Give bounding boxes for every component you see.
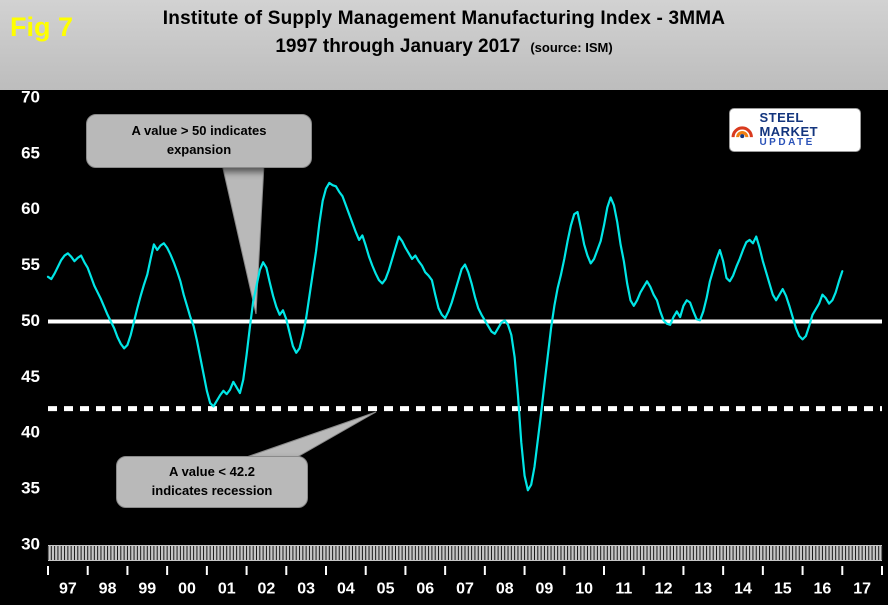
logo-text: STEEL MARKET UPDATE: [759, 111, 860, 149]
header-band: Fig 7 Institute of Supply Management Man…: [0, 0, 888, 90]
x-axis-label: 14: [734, 580, 752, 597]
y-axis-label: 30: [21, 534, 40, 553]
y-axis-label: 65: [21, 143, 40, 162]
figure-label: Fig 7: [10, 12, 74, 42]
ism-index-line: [46, 181, 844, 492]
x-axis-label: 04: [337, 580, 355, 597]
x-axis-label: 01: [218, 580, 236, 597]
x-axis-label: 12: [655, 580, 673, 597]
chart-subtitle: 1997 through January 2017 (source: ISM): [0, 36, 888, 58]
callout-recession-line1: A value < 42.2: [169, 464, 255, 480]
x-axis-label: 97: [59, 580, 77, 597]
x-axis-label: 98: [99, 580, 117, 597]
y-axis-label: 50: [21, 311, 40, 330]
x-axis-label: 02: [258, 580, 276, 597]
y-axis-label: 40: [21, 423, 40, 442]
y-axis-label: 55: [21, 255, 40, 274]
chart-svg: 70 65 60 55 50 45 40 35 30 97 98 99 00 01 02 03 04 05 06 07…: [21, 90, 883, 597]
y-axis-label: 60: [21, 199, 40, 218]
x-axis-label: 09: [536, 580, 554, 597]
source-label: (source: ISM): [530, 40, 613, 55]
callout-expansion-tail: [221, 163, 265, 315]
x-axis-label: 07: [456, 580, 474, 597]
x-axis-label: 17: [853, 580, 871, 597]
x-axis-label: 11: [615, 580, 632, 597]
y-axis-label: 70: [21, 90, 40, 106]
steel-market-update-logo: STEEL MARKET UPDATE: [729, 108, 861, 152]
x-axis-label: 00: [178, 580, 196, 597]
x-axis-label: 08: [496, 580, 514, 597]
logo-text-bottom: UPDATE: [759, 137, 815, 149]
callout-recession: A value < 42.2 indicates recession: [116, 456, 308, 508]
y-axis-label: 45: [21, 367, 40, 386]
callout-recession-line2: indicates recession: [151, 483, 273, 498]
x-axis-label: 03: [297, 580, 315, 597]
x-axis-label: 10: [575, 580, 593, 597]
callout-expansion-line1: A value > 50 indicates: [131, 123, 267, 139]
callout-expansion: A value > 50 indicates expansion: [86, 114, 312, 168]
chart-title-block: Institute of Supply Management Manufactu…: [0, 8, 888, 58]
x-axis-label: 06: [416, 580, 434, 597]
logo-text-top: STEEL MARKET: [759, 110, 819, 139]
x-axis-label: 15: [774, 580, 792, 597]
callout-recession-tail: [237, 411, 377, 461]
x-axis-label: 13: [694, 580, 712, 597]
logo-arc-icon: [731, 126, 753, 139]
y-axis-label: 35: [21, 479, 40, 498]
x-axis-label: 99: [138, 580, 156, 597]
chart-title: Institute of Supply Management Manufactu…: [162, 8, 726, 29]
subtitle-text: 1997 through January 2017: [275, 36, 521, 57]
x-axis-label: 16: [814, 580, 832, 597]
x-axis-label: 05: [377, 580, 395, 597]
callout-expansion-line2: expansion: [166, 142, 232, 157]
